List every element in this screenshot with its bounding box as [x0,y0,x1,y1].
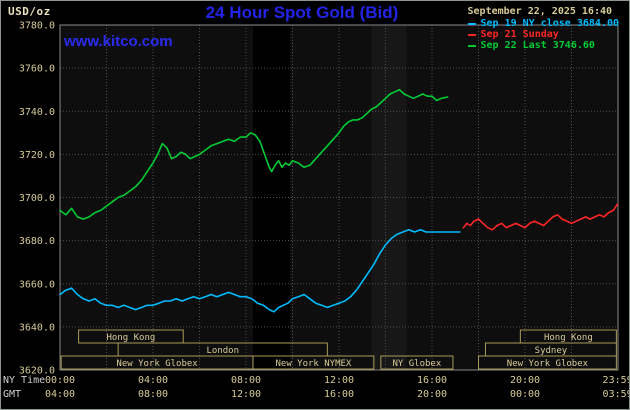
session-label-new-york-nymex: New York NYMEX [275,359,351,369]
session-label-hong-kong: Hong Kong [107,333,156,343]
session-label-new-york-globex: New York Globex [507,359,589,369]
legend-line-swatch [467,22,476,25]
y-tick-label: 3740.0 [19,107,55,118]
session-label-ny-globex: NY Globex [392,359,441,369]
legend-label: Sep 19 NY close 3684.00 [480,18,619,29]
session-label-london: London [206,346,239,356]
session-shade-band [371,26,407,369]
price-unit-label: USD/oz [8,5,51,18]
y-tick-label: 3760.0 [19,64,55,75]
series-line-2 [59,88,449,220]
session-box-new-york-nymex [252,355,375,370]
plot-frame [59,24,619,371]
legend: September 22, 2025 16:40 Sep 19 NY close… [467,6,619,51]
x-tick-gmt: 04:00 [45,389,75,400]
y-tick-label: 3660.0 [19,279,55,290]
x-tick-gmt: 20:00 [417,389,447,400]
x-tick-gmt: 16:00 [324,389,354,400]
x-tick-ny: 23:59 [603,375,630,386]
y-tick-label: 3700.0 [19,193,55,204]
legend-line-swatch [467,44,476,47]
legend-line-swatch [467,33,476,36]
session-label-new-york-globex: New York Globex [116,359,198,369]
series-line-0 [59,229,461,313]
x-tick-gmt: 08:00 [138,389,168,400]
x-tick-gmt: 12:00 [231,389,261,400]
session-box-ny-globex [380,355,454,370]
x-tick-ny: 08:00 [231,375,261,386]
session-box-new-york-globex [478,355,617,370]
legend-label: Sep 22 Last 3746.60 [480,40,595,51]
gmt-axis-label: GMT [3,389,21,400]
x-tick-gmt: 00:00 [510,389,540,400]
legend-item-0: Sep 19 NY close 3684.00 [467,18,619,29]
y-tick-label: 3780.0 [19,21,55,32]
kitco-watermark-link[interactable]: www.kitco.com [64,33,173,50]
y-tick-label: 3640.0 [19,322,55,333]
legend-label: Sep 21 Sunday [480,29,559,40]
x-tick-ny: 12:00 [324,375,354,386]
x-tick-ny: 04:00 [138,375,168,386]
legend-date: September 22, 2025 16:40 [467,6,613,17]
y-tick-label: 3620.0 [19,366,55,377]
x-tick-gmt: 03:59 [603,389,630,400]
y-tick-label: 3720.0 [19,150,55,161]
y-tick-label: 3680.0 [19,236,55,247]
ny-time-axis-label: NY Time [3,375,45,386]
series-line-1 [462,203,619,231]
session-label-hong-kong: Hong Kong [544,333,593,343]
session-label-sydney: Sydney [535,346,568,356]
legend-items: Sep 19 NY close 3684.00 Sep 21 Sunday Sep … [467,18,619,51]
chart-title: 24 Hour Spot Gold (Bid) [205,3,399,22]
legend-item-1: Sep 21 Sunday [467,29,619,40]
x-tick-ny: 16:00 [417,375,447,386]
legend-item-2: Sep 22 Last 3746.60 [467,40,619,51]
x-tick-ny: 20:00 [510,375,540,386]
session-shade-band [252,26,291,369]
x-tick-ny: 00:00 [45,375,75,386]
